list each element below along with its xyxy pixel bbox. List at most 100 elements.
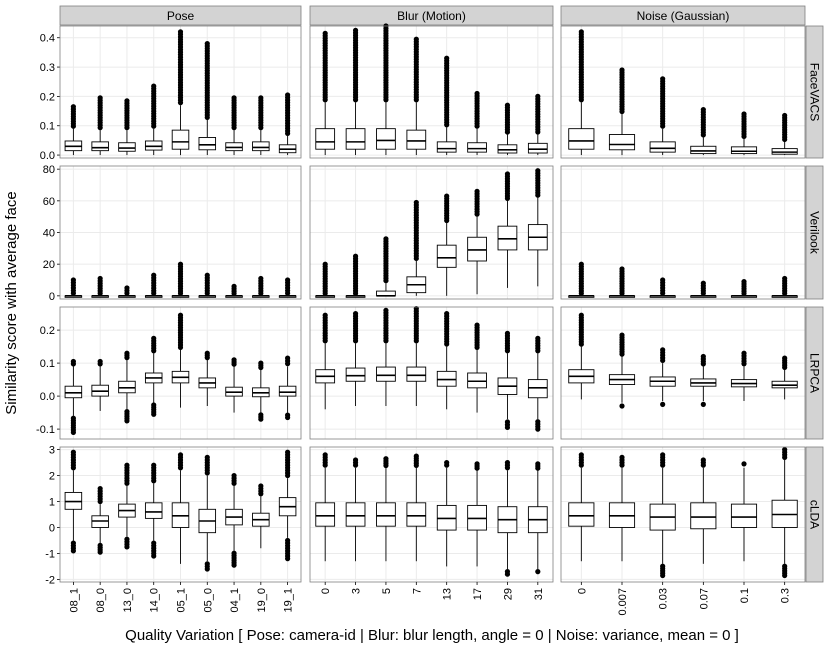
panel bbox=[59, 25, 302, 159]
row-strip-label: Verilook bbox=[808, 211, 822, 255]
box-19_1 bbox=[278, 277, 297, 298]
outlier bbox=[474, 90, 480, 97]
box-iqr bbox=[376, 366, 396, 382]
box-19_1 bbox=[278, 355, 297, 421]
outlier bbox=[231, 95, 237, 101]
y-tick-label: 0.1 bbox=[40, 358, 55, 370]
outlier bbox=[258, 360, 264, 366]
row-strip bbox=[805, 446, 824, 583]
box-iqr bbox=[568, 502, 595, 527]
outlier bbox=[285, 412, 291, 418]
panel-background bbox=[561, 26, 805, 158]
x-tick-label: 13 bbox=[442, 588, 454, 600]
x-tick-label: 19_0 bbox=[256, 588, 268, 612]
box-iqr bbox=[315, 502, 336, 527]
box-0.1 bbox=[730, 278, 758, 298]
outlier bbox=[258, 275, 264, 282]
outlier bbox=[151, 335, 157, 341]
box-7 bbox=[406, 453, 427, 562]
outlier bbox=[151, 402, 157, 408]
outlier bbox=[258, 412, 264, 418]
box-0.007 bbox=[608, 67, 636, 156]
outlier bbox=[741, 350, 747, 356]
outlier bbox=[578, 452, 584, 458]
column-strip-label: Noise (Gaussian) bbox=[637, 9, 730, 23]
box-iqr bbox=[315, 128, 336, 150]
outlier bbox=[578, 261, 584, 267]
panel bbox=[59, 165, 302, 300]
outlier bbox=[741, 461, 747, 467]
outlier bbox=[444, 459, 450, 466]
panel-border bbox=[560, 165, 806, 300]
box-05_1 bbox=[171, 29, 190, 156]
outlier bbox=[285, 355, 291, 361]
x-tick-label: 5 bbox=[381, 588, 393, 594]
box-08_1 bbox=[64, 277, 83, 298]
y-axis-label: Similarity score with average face bbox=[3, 191, 20, 414]
box-13 bbox=[436, 459, 457, 567]
panel bbox=[309, 306, 554, 440]
box-5 bbox=[376, 456, 396, 562]
outlier bbox=[619, 266, 625, 272]
row-strip-label: LRPCA bbox=[808, 353, 822, 393]
y-tick-label: 20 bbox=[43, 259, 55, 271]
outlier bbox=[204, 41, 210, 47]
outlier bbox=[151, 272, 157, 278]
outlier bbox=[535, 419, 541, 425]
box-iqr bbox=[436, 370, 457, 387]
x-tick-label: 08_0 bbox=[95, 588, 107, 612]
box-iqr bbox=[608, 134, 636, 151]
box-13_0 bbox=[118, 98, 136, 156]
outlier bbox=[285, 277, 291, 283]
box-iqr bbox=[64, 385, 83, 399]
box-iqr bbox=[467, 142, 487, 153]
outlier bbox=[700, 457, 706, 463]
box-08_0 bbox=[91, 485, 109, 555]
x-tick-label: 0 bbox=[320, 588, 332, 594]
outlier bbox=[124, 409, 130, 415]
box-13_0 bbox=[118, 285, 136, 298]
box-0.007 bbox=[608, 332, 636, 409]
column-strip-label: Blur (Motion) bbox=[397, 9, 466, 23]
box-0.03 bbox=[649, 347, 676, 407]
row-strip-label: FaceVACS bbox=[808, 63, 822, 121]
outlier bbox=[231, 472, 237, 479]
box-3 bbox=[345, 253, 366, 298]
box-7 bbox=[406, 306, 427, 406]
y-tick-label: 60 bbox=[43, 196, 55, 208]
panel bbox=[560, 446, 806, 583]
outlier bbox=[70, 415, 76, 421]
outlier bbox=[782, 275, 788, 282]
box-0.1 bbox=[730, 461, 758, 562]
y-tick-label: 3 bbox=[49, 445, 55, 457]
x-tick-label: 3 bbox=[351, 588, 363, 594]
box-04_1 bbox=[225, 472, 243, 568]
x-tick-label: 0 bbox=[576, 588, 588, 594]
column-strip bbox=[560, 5, 806, 26]
box-iqr bbox=[568, 128, 595, 150]
x-tick-label: 0.007 bbox=[617, 588, 629, 616]
outlier bbox=[504, 102, 511, 108]
outlier bbox=[383, 236, 389, 242]
box-3 bbox=[345, 311, 366, 406]
box-31 bbox=[527, 335, 548, 432]
outlier bbox=[535, 335, 541, 341]
box-14_0 bbox=[144, 335, 163, 417]
outlier bbox=[660, 452, 666, 458]
box-iqr bbox=[690, 502, 717, 530]
outlier bbox=[504, 330, 511, 336]
column-strip bbox=[309, 5, 554, 26]
outlier bbox=[204, 561, 210, 567]
box-iqr bbox=[345, 367, 366, 382]
outlier bbox=[383, 307, 389, 313]
box-13 bbox=[436, 193, 457, 296]
box-19_0 bbox=[252, 483, 270, 549]
outlier bbox=[700, 107, 706, 113]
box-08_0 bbox=[91, 275, 109, 298]
box-0.07 bbox=[690, 353, 717, 407]
box-19_0 bbox=[252, 360, 270, 422]
box-19_1 bbox=[278, 449, 297, 562]
outlier bbox=[70, 449, 76, 455]
box-0.1 bbox=[730, 350, 758, 402]
outlier bbox=[258, 95, 264, 101]
